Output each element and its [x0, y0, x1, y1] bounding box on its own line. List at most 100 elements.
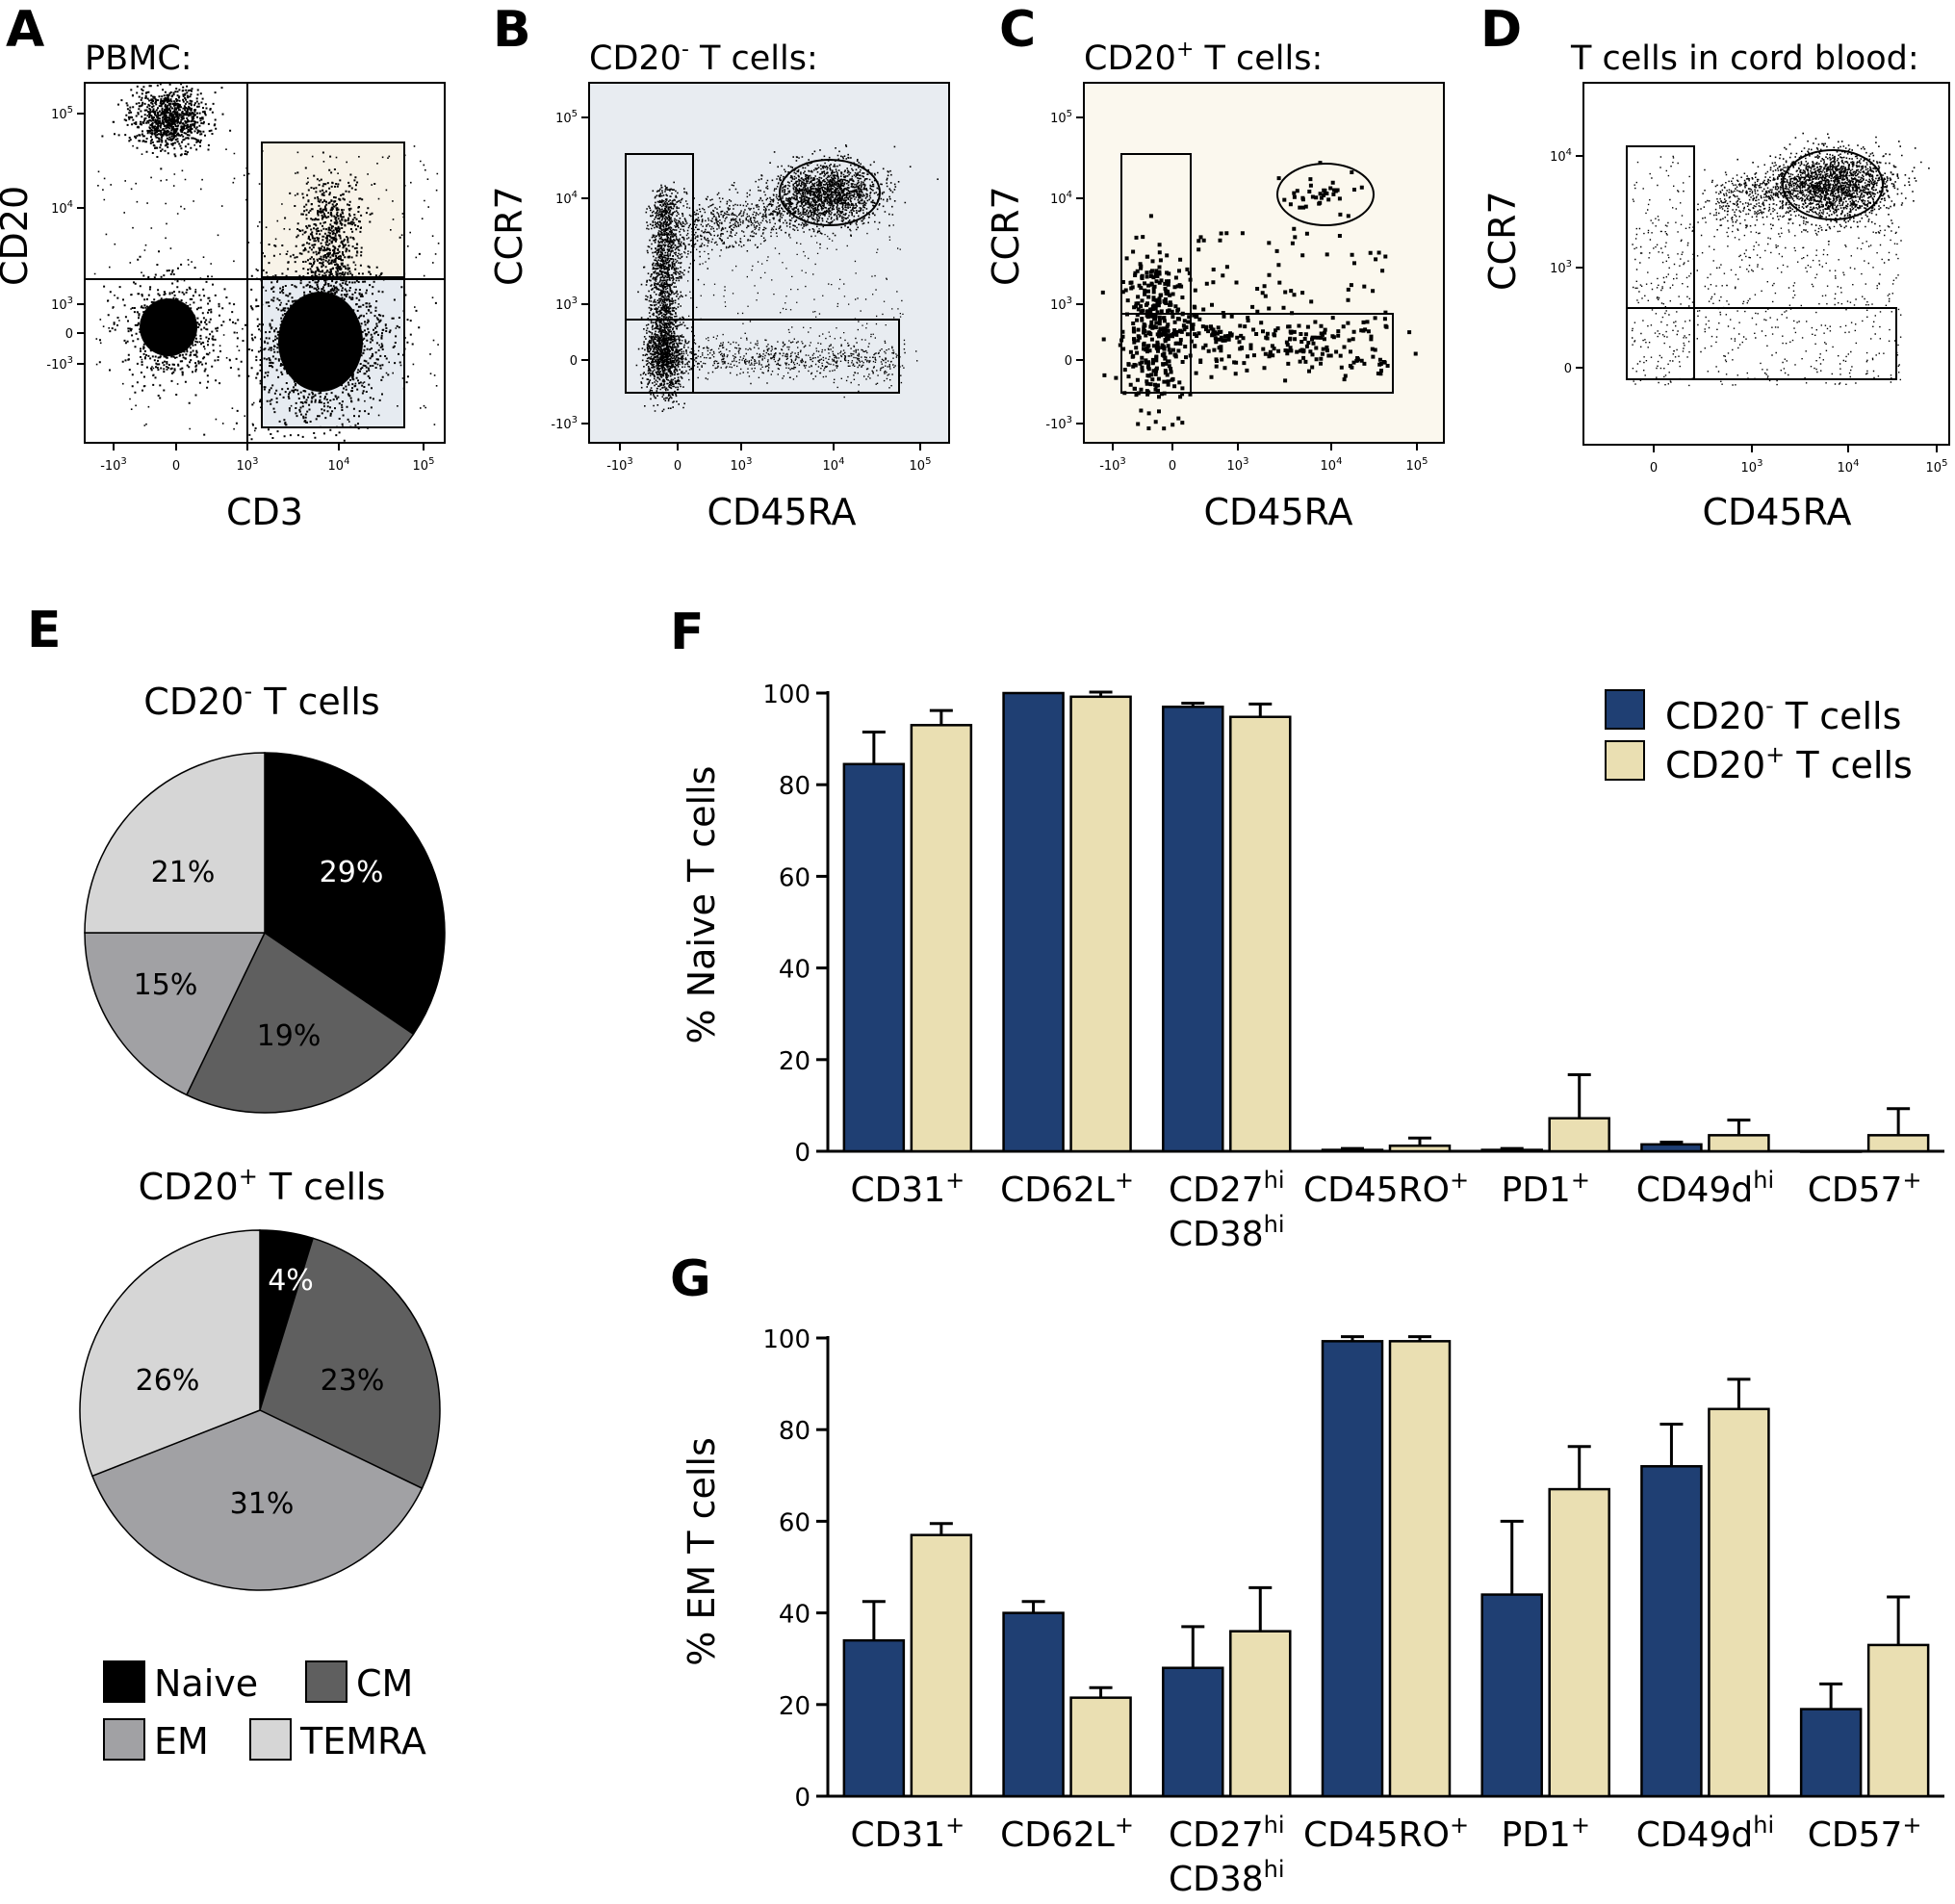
- chart-f-ylabel: % Naive T cells: [681, 766, 723, 1044]
- y-tick-label: -103: [551, 415, 578, 432]
- panel-b-gate-bottom: [625, 319, 900, 394]
- panel-c-title: CD20+ T cells:: [1084, 38, 1323, 78]
- panel-letter-d: D: [1480, 1, 1522, 59]
- y-tick-label: -103: [1045, 415, 1072, 432]
- y-tick-label: 20: [779, 1692, 810, 1721]
- y-tick-label: 0: [570, 354, 578, 369]
- pie-label-naive: 29%: [320, 856, 384, 889]
- x-tick-label: -103: [100, 456, 127, 474]
- y-tick-label: 0: [794, 1139, 810, 1168]
- population-cd20pos-b-cells: [101, 83, 232, 170]
- population-double-negative-edge: [98, 250, 240, 404]
- x-tick-label: 104: [823, 456, 845, 474]
- legend-label-temra: TEMRA: [299, 1720, 426, 1762]
- pie-cd20pos-title: CD20+ T cells: [139, 1163, 386, 1208]
- panel-c-gate-naive-ellipse: [1276, 163, 1375, 226]
- bar: [1162, 706, 1224, 1153]
- y-tick-label: 105: [555, 109, 578, 126]
- x-tick-label: 105: [1926, 458, 1948, 476]
- y-tick-label: 20: [779, 1047, 810, 1076]
- y-tick-label: 60: [779, 1508, 810, 1537]
- legend-swatch-cm: [305, 1660, 347, 1703]
- bar: [1388, 1145, 1452, 1153]
- legend-label-em: EM: [154, 1720, 209, 1762]
- x-tick-label: 105: [1406, 456, 1428, 474]
- pie-slice-temra: [79, 1229, 261, 1478]
- category-label: CD57+: [1808, 1812, 1922, 1855]
- x-tick-label: -103: [1099, 456, 1126, 474]
- bar: [1229, 1630, 1292, 1798]
- x-tick-label: 103: [1741, 458, 1763, 476]
- y-tick-label: 103: [1550, 259, 1572, 276]
- panel-letter-e: E: [27, 602, 62, 659]
- panel-a-title: PBMC:: [85, 39, 193, 78]
- bar: [1548, 1487, 1610, 1798]
- panel-c-dots: [1100, 161, 1418, 431]
- panel-g: G % EM T cells 0 20 40 60 80 100 CD31+ CD62L+ CD…: [670, 1250, 1944, 1899]
- category-label: CD45RO+: [1303, 1167, 1469, 1210]
- category-label: CD49dhi: [1636, 1167, 1774, 1210]
- pie-cd20neg-title: CD20- T cells: [143, 678, 379, 723]
- y-tick-label: 100: [762, 681, 810, 709]
- panel-b-gate-naive-ellipse: [779, 159, 881, 226]
- legend-label-cd20pos: CD20+ T cells: [1665, 741, 1913, 786]
- bar: [1548, 1117, 1610, 1153]
- population-c-left: [1100, 214, 1202, 431]
- y-tick-label: 60: [779, 863, 810, 892]
- panel-a-dots: [93, 83, 440, 443]
- bar: [1799, 1149, 1863, 1153]
- bar: [1002, 691, 1065, 1153]
- y-tick-label: 105: [1050, 109, 1072, 126]
- population-d-transition: [1683, 150, 1834, 238]
- y-tick-label: 40: [779, 1601, 810, 1630]
- y-tick-label: 104: [1550, 147, 1572, 165]
- pie-label-em: 31%: [230, 1487, 295, 1521]
- pie-cd20neg: 29% 19% 15% 21%: [84, 752, 446, 1114]
- panel-a: A PBMC: CD20 CD3 -103 0 103 104 105 105 104 103…: [0, 1, 446, 533]
- panel-c: C CD20+ T cells: CCR7 CD45RA -103 0 103 104…: [985, 1, 1445, 533]
- panel-d-plot-frame: [1582, 82, 1950, 446]
- panel-d-ylabel: CCR7: [1481, 191, 1524, 291]
- x-tick-label: 103: [237, 456, 259, 474]
- panel-letter-c: C: [999, 1, 1036, 59]
- category-label: CD45RO+: [1303, 1812, 1469, 1855]
- bar: [1069, 695, 1132, 1153]
- x-tick-label: 103: [731, 456, 753, 474]
- population-cd3-t-cells-edge: [203, 212, 437, 443]
- category-label-line2: CD38hi: [1169, 1211, 1285, 1254]
- panel-c-plot-frame: [1083, 82, 1445, 444]
- bar: [910, 1533, 973, 1798]
- panel-c-xlabel: CD45RA: [1203, 491, 1352, 533]
- category-label: PD1+: [1501, 1812, 1589, 1855]
- category-label: CD57+: [1808, 1167, 1922, 1210]
- panel-letter-b: B: [493, 1, 531, 59]
- panel-f: F % Naive T cells 0 20 40 60 80 100 CD31+ CD62L…: [670, 604, 1944, 1254]
- category-label: CD62L+: [1000, 1812, 1134, 1855]
- pie-label-temra: 26%: [136, 1364, 200, 1398]
- bar: [1866, 1134, 1930, 1153]
- bar: [1162, 1666, 1224, 1798]
- y-tick-label: 0: [1065, 354, 1072, 369]
- y-tick-label: -103: [46, 355, 73, 373]
- panel-b: B CD20- T cells: CCR7 CD45RA -103 0 103 104…: [488, 1, 950, 533]
- bar: [842, 1638, 906, 1798]
- x-tick-label: 104: [328, 456, 350, 474]
- panel-d-gate-naive-ellipse: [1782, 149, 1884, 220]
- panel-a-xlabel: CD3: [226, 491, 303, 533]
- y-tick-label: 104: [1050, 190, 1072, 207]
- chart-g-ylabel: % EM T cells: [681, 1437, 723, 1666]
- population-c-temra: [1174, 309, 1418, 383]
- y-tick-label: 0: [65, 327, 73, 342]
- y-tick-label: 103: [51, 296, 73, 313]
- x-tick-label: 103: [1227, 456, 1249, 474]
- y-tick-label: 40: [779, 956, 810, 985]
- panel-d-gate-bottom: [1626, 307, 1897, 380]
- category-label: CD27hi: [1169, 1812, 1285, 1855]
- population-c-naive: [1276, 161, 1364, 231]
- pie-slice-temra: [84, 752, 266, 934]
- pie-legend: Naive CM EM TEMRA: [103, 1660, 426, 1762]
- panel-d-title: T cells in cord blood:: [1570, 39, 1919, 78]
- x-tick-label: 0: [674, 459, 682, 474]
